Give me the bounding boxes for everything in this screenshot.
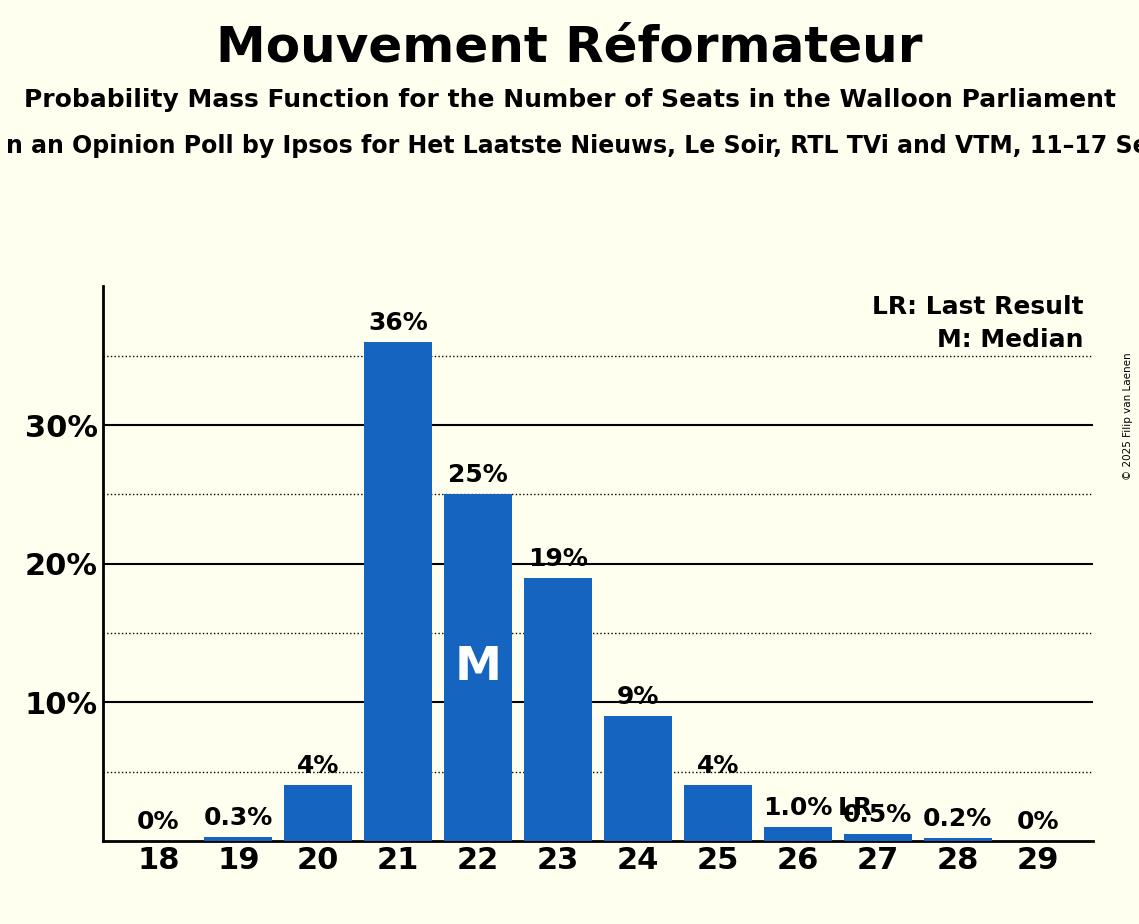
Text: 36%: 36%	[368, 311, 428, 335]
Bar	[764, 827, 831, 841]
Bar	[444, 494, 513, 841]
Text: 0%: 0%	[137, 810, 180, 833]
Bar	[204, 837, 272, 841]
Text: 0.2%: 0.2%	[923, 808, 992, 832]
Text: 19%: 19%	[528, 547, 588, 571]
Bar	[844, 833, 911, 841]
Bar	[524, 578, 592, 841]
Bar	[683, 785, 752, 841]
Text: LR: LR	[837, 796, 872, 821]
Bar	[924, 838, 992, 841]
Text: Mouvement Réformateur: Mouvement Réformateur	[216, 23, 923, 71]
Text: M: M	[454, 645, 501, 690]
Text: 4%: 4%	[297, 755, 339, 778]
Text: 0.3%: 0.3%	[204, 806, 273, 830]
Text: 4%: 4%	[697, 755, 739, 778]
Text: n an Opinion Poll by Ipsos for Het Laatste Nieuws, Le Soir, RTL TVi and VTM, 11–: n an Opinion Poll by Ipsos for Het Laats…	[6, 134, 1139, 158]
Text: 0%: 0%	[1016, 810, 1059, 833]
Bar	[364, 342, 432, 841]
Text: 9%: 9%	[616, 686, 659, 710]
Text: 1.0%: 1.0%	[763, 796, 833, 821]
Text: 0.5%: 0.5%	[843, 803, 912, 827]
Bar	[604, 716, 672, 841]
Text: 25%: 25%	[449, 464, 508, 488]
Text: Probability Mass Function for the Number of Seats in the Walloon Parliament: Probability Mass Function for the Number…	[24, 88, 1115, 112]
Text: M: Median: M: Median	[937, 328, 1083, 352]
Text: LR: Last Result: LR: Last Result	[872, 295, 1083, 319]
Bar	[285, 785, 352, 841]
Text: © 2025 Filip van Laenen: © 2025 Filip van Laenen	[1123, 352, 1133, 480]
